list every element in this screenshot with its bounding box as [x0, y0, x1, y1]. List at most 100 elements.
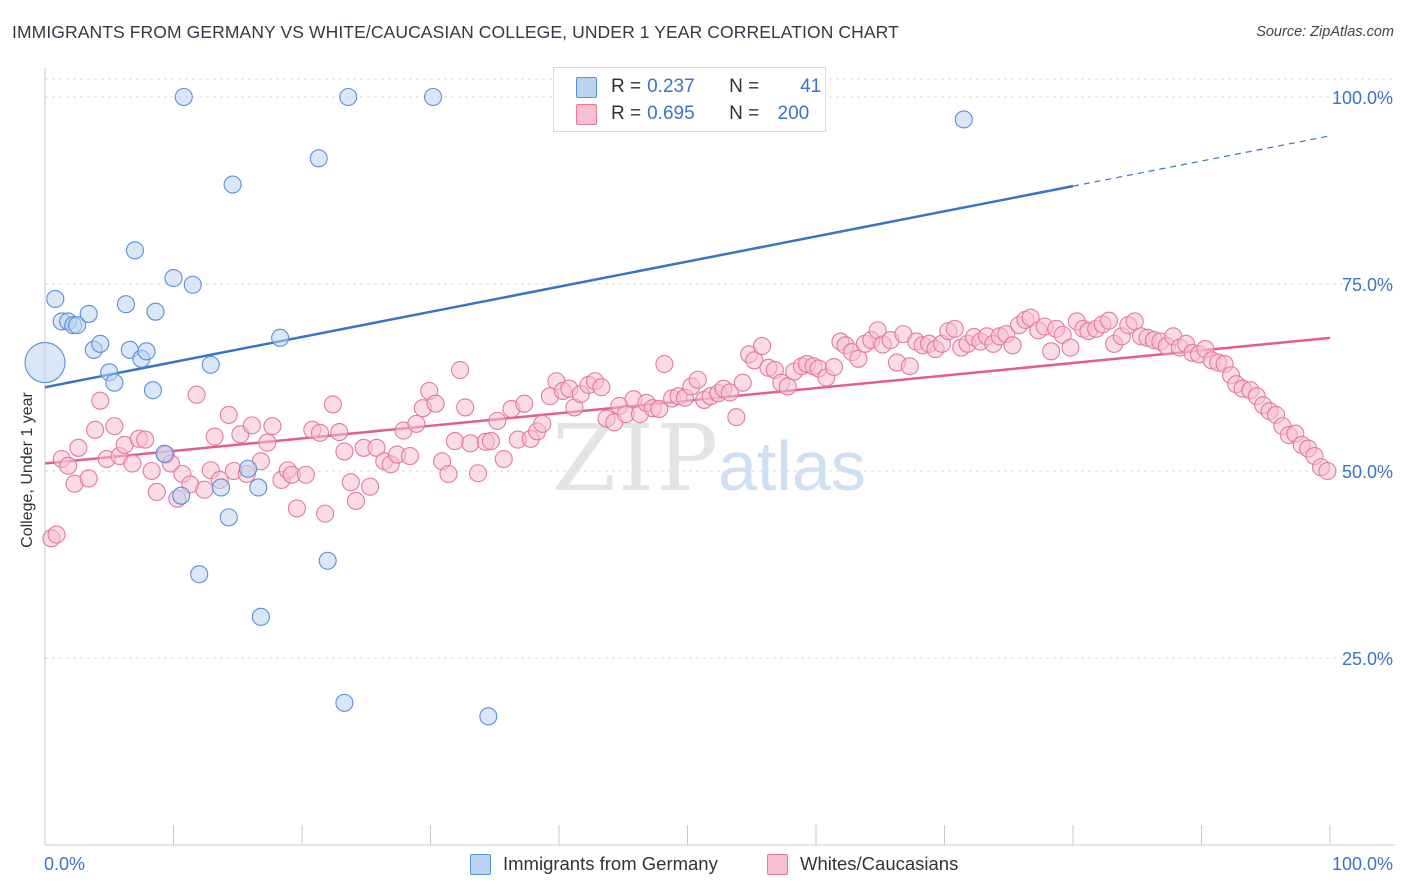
- point-whites: [341, 473, 360, 492]
- point-whites: [824, 357, 844, 377]
- point-germany: [155, 444, 174, 463]
- point-germany: [223, 175, 242, 194]
- point-whites: [1099, 311, 1119, 330]
- legend-swatch-pink: [576, 103, 597, 125]
- point-germany: [318, 551, 337, 570]
- point-germany: [424, 87, 443, 107]
- point-whites: [296, 465, 315, 484]
- grid-lines: [45, 78, 1395, 659]
- point-germany: [183, 275, 202, 294]
- r-value-germany: 0.237: [647, 76, 695, 97]
- point-whites: [195, 480, 214, 499]
- point-germany: [249, 478, 268, 497]
- point-whites: [468, 464, 488, 483]
- point-whites: [900, 357, 919, 376]
- point-whites: [79, 469, 98, 488]
- legend-swatch-blue: [470, 853, 491, 875]
- trend-line-germany: [44, 184, 1074, 389]
- point-whites: [263, 417, 282, 436]
- point-whites: [849, 349, 868, 368]
- legend-label-germany: Immigrants from Germany: [503, 853, 718, 874]
- bottom-legend-germany: Immigrants from Germany: [470, 852, 718, 876]
- point-germany: [238, 459, 258, 478]
- point-whites: [346, 491, 366, 510]
- point-whites: [494, 449, 513, 469]
- point-germany: [954, 110, 973, 129]
- watermark-zip: ZIP: [552, 405, 720, 512]
- point-whites: [439, 464, 458, 484]
- point-whites: [745, 351, 764, 370]
- point-germany: [271, 328, 290, 347]
- stats-legend: R = 0.237 N = 41 R = 0.695 N = 200: [553, 67, 826, 132]
- point-whites: [258, 433, 277, 452]
- point-whites: [205, 427, 224, 446]
- point-germany: [172, 486, 191, 505]
- point-whites: [219, 405, 238, 424]
- point-whites: [147, 482, 166, 501]
- point-whites: [367, 438, 386, 457]
- point-whites: [136, 430, 155, 449]
- point-whites: [533, 414, 552, 433]
- chart-title: IMMIGRANTS FROM GERMANY VS WHITE/CAUCASI…: [12, 22, 899, 42]
- point-whites: [69, 438, 88, 457]
- point-germany: [116, 295, 136, 314]
- x-tick-label: 100.0%: [1332, 854, 1393, 874]
- point-germany: [137, 342, 156, 361]
- axes: [44, 68, 1395, 846]
- bottom-legend-whites: Whites/Caucasians: [767, 852, 958, 876]
- point-whites: [1318, 461, 1337, 481]
- x-tick-label: 0.0%: [44, 854, 85, 874]
- point-whites: [242, 416, 261, 435]
- point-germany: [309, 149, 328, 168]
- point-whites: [91, 391, 110, 410]
- point-germany: [201, 355, 220, 374]
- r-value-whites: 0.695: [647, 103, 695, 124]
- point-germany: [479, 707, 498, 726]
- legend-swatch-pink: [767, 853, 788, 875]
- point-germany: [105, 373, 124, 392]
- y-axis-label: College, Under 1 year: [19, 392, 36, 548]
- point-germany: [143, 381, 162, 400]
- point-whites: [752, 337, 772, 356]
- point-whites: [688, 370, 707, 389]
- point-whites: [86, 420, 105, 439]
- point-whites: [1042, 342, 1061, 361]
- watermark: ZIP atlas: [552, 405, 866, 512]
- point-whites: [287, 499, 306, 518]
- r-label: R =: [611, 76, 642, 97]
- y-tick-label: 25.0%: [1342, 649, 1393, 669]
- y-tick-label: 75.0%: [1342, 275, 1393, 295]
- point-whites: [945, 319, 964, 338]
- n-value-germany: 41: [800, 76, 822, 97]
- point-whites: [310, 423, 330, 442]
- point-germany: [174, 87, 193, 107]
- r-label: R =: [611, 103, 642, 124]
- point-whites: [515, 394, 534, 413]
- point-germany: [190, 565, 209, 584]
- point-whites: [481, 432, 500, 451]
- point-whites: [59, 456, 78, 475]
- point-whites: [335, 442, 354, 461]
- legend-label-whites: Whites/Caucasians: [800, 853, 959, 874]
- point-whites: [451, 360, 470, 380]
- point-germany: [24, 341, 66, 384]
- trend-line-extension: [1072, 135, 1331, 187]
- point-germany: [339, 87, 358, 107]
- data-points: [24, 87, 1337, 726]
- n-value-whites: 200: [777, 103, 810, 124]
- point-germany: [335, 693, 354, 712]
- point-whites: [456, 398, 475, 417]
- point-whites: [105, 417, 124, 436]
- point-germany: [91, 334, 110, 353]
- point-whites: [592, 378, 611, 397]
- n-label: N =: [729, 76, 760, 97]
- point-whites: [727, 408, 746, 427]
- point-whites: [316, 504, 335, 523]
- y-tick-label: 100.0%: [1332, 88, 1393, 108]
- point-germany: [251, 607, 270, 626]
- point-whites: [1061, 338, 1080, 357]
- point-germany: [46, 289, 65, 309]
- point-whites: [1125, 312, 1144, 331]
- point-whites: [655, 354, 674, 374]
